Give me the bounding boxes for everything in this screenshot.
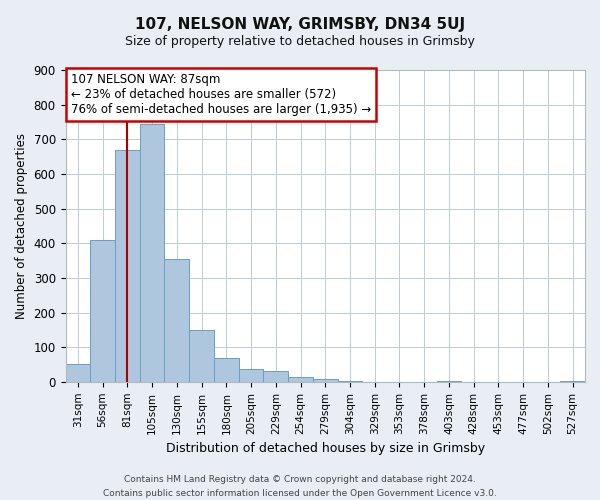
Text: Size of property relative to detached houses in Grimsby: Size of property relative to detached ho… — [125, 35, 475, 48]
Bar — [189, 330, 214, 382]
Bar — [263, 372, 288, 382]
Bar — [560, 381, 585, 382]
Bar — [313, 379, 338, 382]
Y-axis label: Number of detached properties: Number of detached properties — [15, 133, 28, 319]
Bar — [90, 240, 115, 382]
Bar — [239, 369, 263, 382]
Text: Contains HM Land Registry data © Crown copyright and database right 2024.
Contai: Contains HM Land Registry data © Crown c… — [103, 476, 497, 498]
Bar — [115, 150, 140, 382]
Text: 107, NELSON WAY, GRIMSBY, DN34 5UJ: 107, NELSON WAY, GRIMSBY, DN34 5UJ — [135, 18, 465, 32]
X-axis label: Distribution of detached houses by size in Grimsby: Distribution of detached houses by size … — [166, 442, 485, 455]
Bar — [140, 124, 164, 382]
Bar — [214, 358, 239, 382]
Bar — [288, 376, 313, 382]
Text: 107 NELSON WAY: 87sqm
← 23% of detached houses are smaller (572)
76% of semi-det: 107 NELSON WAY: 87sqm ← 23% of detached … — [71, 73, 371, 116]
Bar — [338, 381, 362, 382]
Bar — [164, 259, 189, 382]
Bar — [65, 364, 90, 382]
Bar — [437, 381, 461, 382]
